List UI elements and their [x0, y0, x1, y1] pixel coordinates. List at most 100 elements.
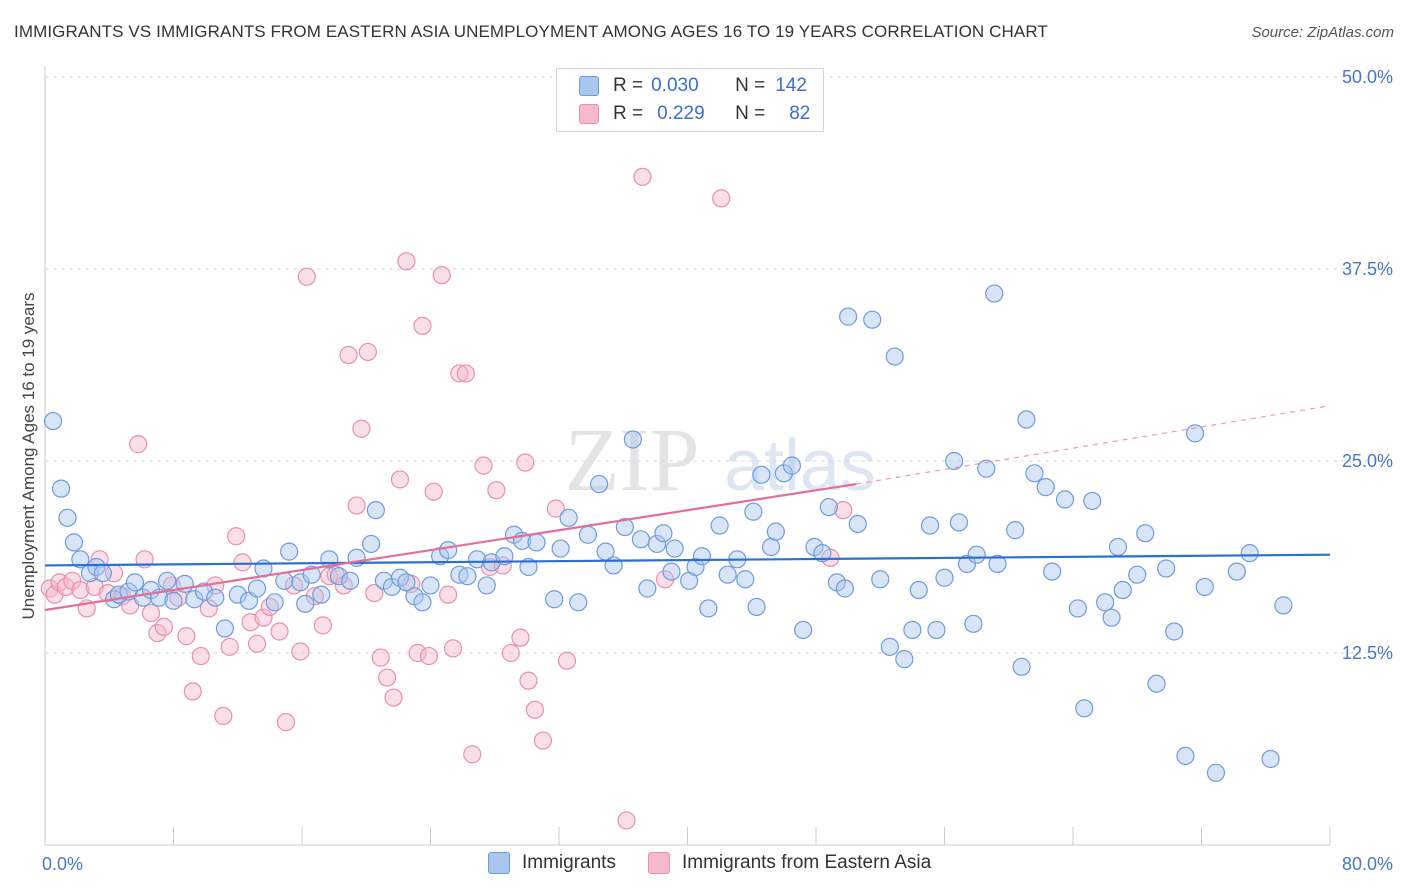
- x-tick-label: 0.0%: [42, 854, 83, 874]
- point-immigrants: [1036, 478, 1055, 497]
- point-eastern-asia: [199, 599, 218, 618]
- point-immigrants: [949, 513, 969, 532]
- point-immigrants: [164, 591, 183, 610]
- point-immigrants: [51, 479, 71, 498]
- point-eastern-asia: [297, 267, 316, 286]
- legend-item-immigrants[interactable]: Immigrants: [488, 852, 616, 874]
- point-immigrants: [977, 459, 996, 478]
- point-immigrants: [569, 593, 588, 612]
- legend-row-eastern-asia: R = 0.229 N = 82: [579, 101, 810, 127]
- y-tick-label: 12.5%: [1342, 643, 1393, 663]
- point-immigrants: [1083, 491, 1102, 511]
- legend-r-value: 0.229: [657, 103, 705, 124]
- point-immigrants: [985, 284, 1004, 303]
- point-immigrants: [413, 593, 432, 612]
- point-eastern-asia: [432, 266, 451, 285]
- point-immigrants: [280, 542, 299, 561]
- point-immigrants: [58, 508, 77, 527]
- point-eastern-asia: [419, 646, 438, 666]
- point-immigrants: [1068, 599, 1087, 618]
- point-immigrants: [945, 451, 964, 471]
- point-eastern-asia: [276, 713, 296, 732]
- point-immigrants: [744, 502, 763, 521]
- point-immigrants: [215, 619, 234, 638]
- axes: [44, 66, 1331, 846]
- point-eastern-asia: [365, 583, 384, 603]
- point-eastern-asia: [456, 364, 475, 383]
- point-immigrants: [880, 637, 899, 656]
- point-immigrants: [782, 456, 802, 475]
- point-immigrants: [1102, 608, 1121, 627]
- point-eastern-asia: [220, 637, 239, 656]
- point-immigrants: [903, 620, 922, 640]
- point-eastern-asia: [254, 608, 273, 627]
- point-eastern-asia: [347, 496, 366, 515]
- point-immigrants: [1195, 577, 1214, 597]
- point-eastern-asia: [712, 189, 731, 208]
- point-immigrants: [206, 588, 225, 607]
- point-immigrants: [1055, 490, 1075, 509]
- point-eastern-asia: [617, 811, 636, 830]
- point-immigrants: [964, 614, 983, 633]
- y-axis-label: Unemployment Among Ages 16 to 19 years: [19, 293, 38, 620]
- point-immigrants: [1185, 424, 1205, 443]
- point-eastern-asia: [546, 499, 565, 518]
- point-immigrants: [665, 539, 684, 558]
- point-eastern-asia: [413, 316, 432, 335]
- point-eastern-asia: [450, 364, 469, 383]
- x-tick-label: 80.0%: [1342, 854, 1393, 874]
- point-immigrants: [718, 565, 737, 584]
- point-eastern-asia: [371, 648, 390, 667]
- point-eastern-asia: [352, 419, 371, 438]
- point-immigrants: [125, 573, 145, 592]
- point-eastern-asia: [233, 553, 252, 572]
- point-eastern-asia: [129, 435, 148, 454]
- point-immigrants: [752, 465, 771, 484]
- point-immigrants: [1165, 622, 1184, 641]
- trendline-immigrants: [44, 553, 1331, 567]
- point-immigrants: [228, 585, 247, 604]
- point-immigrants: [1043, 562, 1062, 581]
- point-immigrants: [638, 579, 657, 598]
- y-tick-label: 50.0%: [1342, 67, 1393, 87]
- point-immigrants: [43, 411, 63, 431]
- point-eastern-asia: [525, 700, 545, 719]
- point-immigrants: [848, 514, 867, 534]
- point-immigrants: [247, 579, 267, 598]
- point-immigrants: [692, 547, 712, 566]
- point-immigrants: [766, 522, 785, 541]
- legend-label-eastern-asia: Immigrants from Eastern Asia: [681, 852, 932, 873]
- y-tick-label: 25.0%: [1342, 451, 1393, 471]
- tick-labels: 12.5% 25.0% 37.5% 50.0% 0.0% 80.0%: [42, 67, 1393, 874]
- point-eastern-asia: [313, 616, 332, 635]
- point-immigrants: [647, 534, 667, 554]
- point-immigrants: [835, 579, 855, 598]
- point-immigrants: [988, 554, 1007, 574]
- legend-item-eastern-asia[interactable]: Immigrants from Eastern Asia: [647, 852, 932, 874]
- point-immigrants: [590, 474, 609, 494]
- point-eastern-asia: [339, 345, 358, 365]
- point-immigrants: [265, 593, 284, 612]
- legend-swatch-pink: [579, 104, 599, 124]
- point-immigrants: [1017, 410, 1036, 429]
- point-immigrants: [761, 537, 781, 557]
- point-eastern-asia: [511, 628, 530, 647]
- point-immigrants: [578, 525, 598, 544]
- point-immigrants: [1147, 674, 1166, 693]
- point-immigrants: [366, 501, 385, 520]
- point-eastern-asia: [154, 617, 173, 636]
- point-immigrants: [329, 567, 349, 586]
- point-eastern-asia: [474, 456, 493, 475]
- legend-r-label: R =: [613, 75, 644, 96]
- point-eastern-asia: [247, 634, 267, 653]
- point-immigrants: [871, 570, 890, 589]
- point-immigrants: [1176, 746, 1195, 766]
- point-eastern-asia: [439, 585, 458, 604]
- point-immigrants: [794, 620, 813, 640]
- point-immigrants: [64, 533, 84, 552]
- point-immigrants: [361, 534, 381, 554]
- point-eastern-asia: [533, 731, 553, 750]
- point-immigrants: [551, 539, 570, 558]
- y-tick-label: 37.5%: [1342, 259, 1393, 279]
